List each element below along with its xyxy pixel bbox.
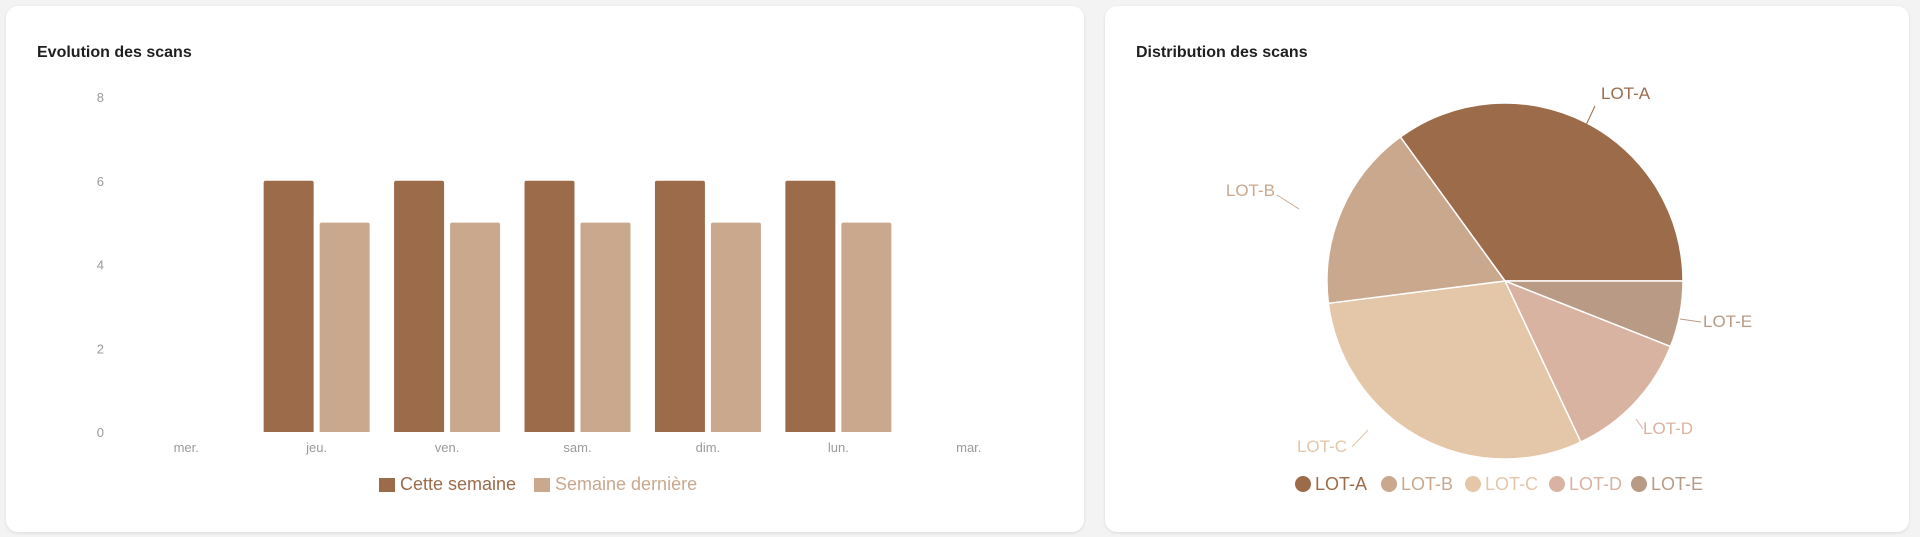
y-tick-label: 8 bbox=[97, 90, 104, 105]
y-tick-label: 2 bbox=[97, 341, 104, 356]
pie-slices bbox=[1326, 102, 1684, 460]
legend-label: LOT-C bbox=[1485, 474, 1538, 494]
x-tick-label: sam. bbox=[563, 440, 591, 455]
legend-dot bbox=[1295, 476, 1311, 492]
y-tick-label: 6 bbox=[97, 174, 104, 189]
pie-chart: LOT-A LOT-B LOT-C LOT-D LOT-E LOT-A LOT-B LOT-C… bbox=[1226, 84, 1752, 494]
x-tick-label: ven. bbox=[435, 440, 460, 455]
bar-semaine-dernière bbox=[841, 222, 892, 432]
legend-dot bbox=[1465, 476, 1481, 492]
y-tick-label: 0 bbox=[97, 425, 104, 440]
legend-dot bbox=[1631, 476, 1647, 492]
bar-semaine-dernière bbox=[450, 222, 501, 432]
legend-label: LOT-D bbox=[1569, 474, 1622, 494]
x-tick-label: lun. bbox=[828, 440, 849, 455]
legend-label: LOT-B bbox=[1401, 474, 1453, 494]
x-tick-label: jeu. bbox=[305, 440, 327, 455]
pie-slice-label: LOT-D bbox=[1643, 419, 1693, 438]
pie-slice-label: LOT-B bbox=[1226, 181, 1275, 200]
pie-slice-label: LOT-A bbox=[1601, 84, 1651, 103]
bar-cette-semaine bbox=[785, 180, 836, 432]
pie-slice-lot-b bbox=[1326, 135, 1507, 305]
legend-label: LOT-A bbox=[1315, 474, 1367, 494]
pie-label-leader bbox=[1585, 105, 1596, 126]
y-tick-label: 4 bbox=[97, 258, 104, 273]
legend-swatch bbox=[534, 478, 550, 492]
pie-label-leader bbox=[1351, 429, 1369, 448]
pie-label-leader bbox=[1276, 194, 1300, 210]
legend-swatch bbox=[379, 478, 395, 492]
bar-chart-card: Evolution des scans 0 2 4 6 8 mer. jeu. ven. sam… bbox=[6, 6, 1084, 532]
x-tick-label: mer. bbox=[174, 440, 199, 455]
x-tick-label: mar. bbox=[956, 440, 981, 455]
bar-cette-semaine bbox=[524, 180, 575, 432]
bar-chart-title: Evolution des scans bbox=[37, 44, 192, 61]
bar-cette-semaine bbox=[394, 180, 445, 432]
pie-chart-card: Distribution des scans LOT-A LOT-B LOT-C LO… bbox=[1105, 6, 1909, 532]
legend-label: Semaine dernière bbox=[555, 474, 697, 494]
bar-semaine-dernière bbox=[580, 222, 631, 432]
pie-slice-lot-d bbox=[1503, 279, 1672, 444]
pie-slice-label: LOT-E bbox=[1703, 312, 1752, 331]
legend-dot bbox=[1381, 476, 1397, 492]
bar-cette-semaine bbox=[263, 180, 314, 432]
pie-slice-lot-a bbox=[1399, 102, 1684, 282]
pie-slice-lot-c bbox=[1327, 280, 1582, 460]
pie-chart-title: Distribution des scans bbox=[1136, 44, 1308, 61]
legend-dot bbox=[1549, 476, 1565, 492]
x-tick-label: dim. bbox=[696, 440, 721, 455]
legend-label: Cette semaine bbox=[400, 474, 516, 494]
bar-legend: Cette semaine Semaine dernière bbox=[379, 474, 697, 494]
bar-semaine-dernière bbox=[319, 222, 370, 432]
bar-semaine-dernière bbox=[710, 222, 761, 432]
pie-slice-label: LOT-C bbox=[1297, 437, 1347, 456]
bar-cette-semaine bbox=[654, 180, 705, 432]
bar-chart: 0 2 4 6 8 mer. jeu. ven. sam. dim. lun. mar. Cette s… bbox=[97, 90, 982, 494]
legend-label: LOT-E bbox=[1651, 474, 1703, 494]
pie-legend: LOT-A LOT-B LOT-C LOT-D LOT-E bbox=[1295, 474, 1703, 494]
pie-label-leader bbox=[1679, 318, 1702, 323]
pie-label-leader bbox=[1635, 418, 1644, 430]
